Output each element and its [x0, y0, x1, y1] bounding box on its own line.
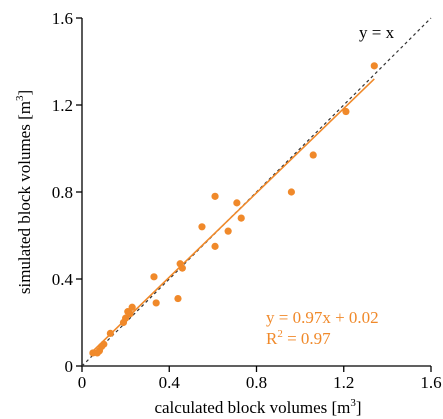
data-point: [309, 151, 317, 159]
ticks-layer: 0 0.4 0.8 1.2 1.6 0 0.4 0.8 1.2 1.6: [52, 9, 442, 392]
r2-value: = 0.97: [283, 329, 331, 348]
data-point: [237, 214, 245, 222]
data-point: [126, 310, 134, 318]
x-axis-label-close: ]: [356, 398, 362, 417]
x-tick-label: 0.8: [246, 373, 267, 392]
x-axis-label: calculated block volumes [m3]: [154, 397, 361, 417]
data-point: [100, 340, 108, 348]
data-point: [211, 242, 219, 250]
data-point: [287, 188, 295, 196]
x-axis-label-text: calculated block volumes [m: [154, 398, 350, 417]
data-point: [233, 199, 241, 207]
data-point: [211, 192, 219, 200]
r2-prefix: R: [266, 329, 278, 348]
y-axis-label-close: ]: [15, 90, 34, 96]
data-point: [150, 273, 158, 281]
y-axis-label-text: simulated block volumes [m: [15, 101, 34, 294]
fit-line: [92, 78, 375, 352]
data-point: [122, 314, 130, 322]
data-point: [224, 227, 232, 235]
data-point: [198, 223, 206, 231]
data-point: [342, 107, 350, 116]
y-tick-label: 0.8: [52, 183, 73, 202]
fit-r-squared: R2 = 0.97: [266, 328, 331, 348]
y-tick-label: 0.4: [52, 270, 74, 289]
r2-superscript: 2: [277, 328, 283, 340]
identity-line-label: y = x: [359, 23, 395, 42]
x-axis-label-sup: 3: [350, 397, 356, 409]
points-layer: [89, 62, 378, 357]
y-tick-label: 1.6: [52, 9, 73, 28]
data-point: [106, 329, 114, 337]
x-tick-label: 0.4: [159, 373, 181, 392]
data-point: [370, 62, 378, 70]
data-point: [174, 294, 182, 303]
data-point: [128, 303, 136, 311]
x-tick-label: 1.2: [333, 373, 354, 392]
x-tick-label: 0: [78, 373, 87, 392]
y-tick-label: 1.2: [52, 96, 73, 115]
fit-equation: y = 0.97x + 0.02: [266, 308, 379, 327]
data-point: [178, 264, 186, 272]
y-tick-label: 0: [65, 357, 74, 376]
y-axis-label: simulated block volumes [m3]: [14, 90, 34, 294]
y-axis-label-sup: 3: [14, 95, 26, 101]
data-point: [152, 299, 160, 307]
x-tick-label: 1.6: [420, 373, 441, 392]
